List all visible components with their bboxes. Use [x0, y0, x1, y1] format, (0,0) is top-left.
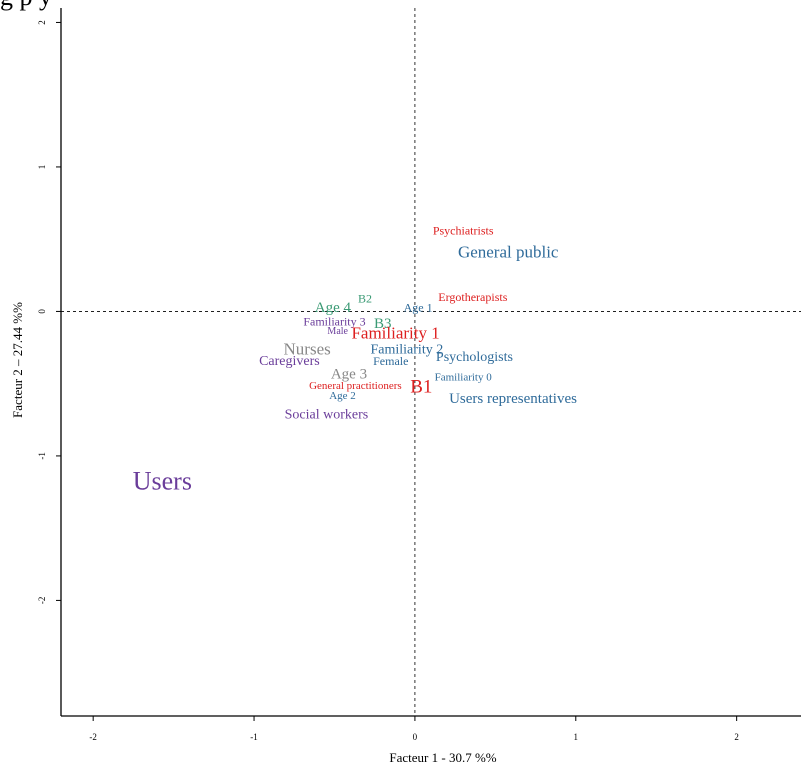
plot-frame: [60, 8, 801, 717]
x-tick-label: -2: [89, 732, 97, 742]
x-tick-label: 0: [413, 732, 418, 742]
point-label-age-1: Age 1: [404, 300, 433, 314]
x-tick-label: 1: [574, 732, 579, 742]
point-label-b2: B2: [358, 292, 372, 306]
x-tick-label: -1: [250, 732, 258, 742]
y-tick-label: 0: [37, 309, 47, 314]
point-label-familiarity-0: Familiarity 0: [435, 371, 493, 383]
point-label-b1: B1: [410, 376, 432, 397]
point-label-general-public: General public: [458, 243, 559, 262]
point-label-age-4: Age 4: [315, 300, 352, 316]
point-label-psychologists: Psychologists: [436, 350, 513, 365]
point-label-age-3: Age 3: [331, 366, 367, 382]
chart-title-fragment: g p y: [0, 0, 52, 12]
point-label-familiarity-1: Familiarity 1: [351, 323, 439, 342]
point-label-nurses: Nurses: [284, 339, 331, 358]
y-tick-label: -1: [37, 452, 47, 460]
point-label-general-practitioners: General practitioners: [309, 380, 402, 392]
point-label-familiarity-3: Familiarity 3: [303, 315, 365, 329]
x-tick-label: 2: [734, 732, 739, 742]
point-label-female: Female: [373, 354, 408, 368]
point-label-psychiatrists: Psychiatrists: [433, 224, 494, 238]
point-label-familiarity-2: Familiarity 2: [371, 343, 444, 358]
y-tick-label: -2: [37, 597, 47, 605]
y-axis-label: Facteur 2 – 27.44 %%: [10, 302, 25, 418]
point-label-social-workers: Social workers: [285, 408, 369, 423]
reference-lines: [61, 8, 801, 716]
y-tick-label: 2: [37, 20, 47, 25]
point-label-caregivers: Caregivers: [259, 354, 320, 369]
point-label-ergotherapists: Ergotherapists: [438, 290, 507, 304]
point-label-users: Users: [133, 466, 192, 495]
point-labels: Psychiatrists General public Ergotherapist…: [133, 224, 577, 496]
point-label-male: Male: [327, 326, 348, 337]
y-tick-label: 1: [37, 165, 47, 170]
point-label-b3: B3: [374, 316, 392, 332]
point-label-age-2: Age 2: [329, 390, 356, 402]
point-label-users-representatives: Users representatives: [449, 391, 577, 407]
axis-ticks: -2 -1 0 1 2 -2 -1 0 1 2: [37, 20, 739, 742]
x-axis-label: Facteur 1 - 30.7 %%: [389, 750, 496, 765]
